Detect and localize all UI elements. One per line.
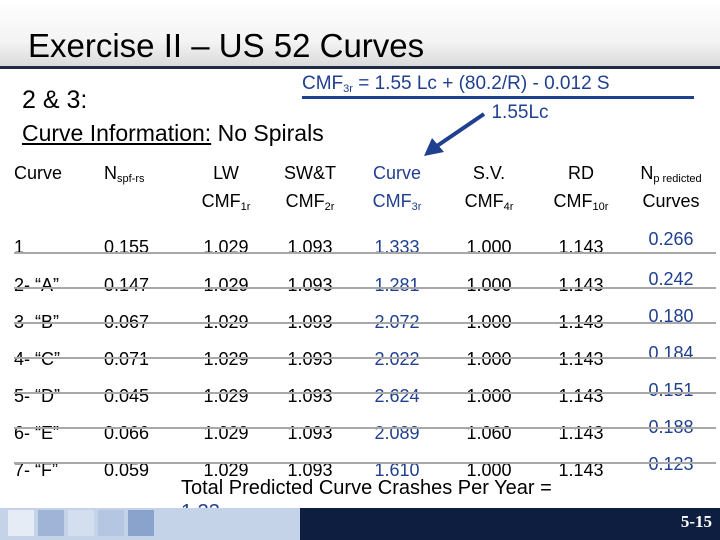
cell-curve-cmf: 2.022 bbox=[374, 349, 420, 369]
cell-sv-cmf: 1.000 bbox=[466, 460, 512, 480]
cell-swt-cmf: 1.093 bbox=[287, 460, 333, 480]
title-bar bbox=[0, 0, 720, 68]
cell-swt-cmf: 1.093 bbox=[287, 275, 333, 295]
table-row: 1 0.155 1.029 1.093 1.333 1.000 1.143 0.266 bbox=[14, 227, 716, 267]
cell-nspf: 0.059 bbox=[104, 460, 150, 480]
cell-curve: 6- “E” bbox=[14, 423, 59, 443]
row-divider bbox=[14, 427, 716, 429]
header-sv-cmf: S.V. CMF4r bbox=[464, 163, 514, 213]
footer-square bbox=[38, 510, 64, 536]
header-curve-cmf: Curve CMF3r bbox=[372, 163, 422, 213]
total-label: Total Predicted Curve Crashes Per Year = bbox=[181, 477, 552, 499]
cell-swt-cmf: 1.093 bbox=[287, 423, 333, 443]
curves-table: Curve Nspf-rs LW CMF1r SW&T CMF2r Curve … bbox=[14, 155, 716, 489]
cell-sv-cmf: 1.000 bbox=[466, 386, 512, 406]
cell-rd-cmf: 1.143 bbox=[558, 275, 604, 295]
formula-denominator: 1.55Lc bbox=[491, 102, 549, 123]
cell-swt-cmf: 1.093 bbox=[287, 236, 333, 257]
cell-curve-cmf: 1.610 bbox=[374, 460, 420, 480]
cell-rd-cmf: 1.143 bbox=[558, 460, 604, 480]
row-divider bbox=[14, 322, 716, 324]
cell-curve: 5- “D” bbox=[14, 386, 60, 406]
table-row: 7- “F” 0.059 1.029 1.093 1.610 1.000 1.143 0.12… bbox=[14, 452, 716, 489]
footer-square bbox=[98, 510, 124, 536]
cell-curve-cmf: 2.624 bbox=[374, 386, 420, 406]
cell-lw-cmf: 1.029 bbox=[203, 275, 249, 295]
cell-rd-cmf: 1.143 bbox=[558, 349, 604, 369]
curve-information: Curve Information: No Spirals bbox=[22, 120, 324, 147]
header-npredicted: Np redicted Curves bbox=[640, 163, 702, 211]
cell-npredicted: 0.123 bbox=[648, 454, 694, 474]
cell-lw-cmf: 1.029 bbox=[203, 386, 249, 406]
exercise-subtitle: 2 & 3: bbox=[22, 86, 88, 114]
title-rule bbox=[0, 66, 720, 69]
cell-curve: 4- “C” bbox=[14, 349, 60, 369]
formula-fraction-bar bbox=[302, 96, 694, 99]
header-nspf: Nspf-rs bbox=[104, 163, 145, 185]
header-rd-cmf: RD CMF10r bbox=[553, 163, 609, 213]
cell-nspf: 0.071 bbox=[104, 349, 150, 369]
cell-sv-cmf: 1.060 bbox=[466, 423, 512, 443]
row-divider bbox=[14, 392, 716, 394]
cell-curve-cmf: 1.281 bbox=[374, 275, 420, 295]
cell-npredicted: 0.266 bbox=[648, 229, 694, 249]
cell-curve: 2- “A” bbox=[14, 275, 59, 295]
row-divider bbox=[14, 357, 716, 359]
cell-curve: 1 bbox=[14, 236, 25, 257]
row-divider bbox=[14, 252, 716, 254]
cell-nspf: 0.147 bbox=[104, 275, 150, 295]
formula-numerator: CMF3r = 1.55 Lc + (80.2/R) - 0.012 S bbox=[302, 72, 698, 95]
footer-square bbox=[8, 510, 34, 536]
cell-swt-cmf: 1.093 bbox=[287, 349, 333, 369]
table-header-row: Curve Nspf-rs LW CMF1r SW&T CMF2r Curve … bbox=[14, 155, 716, 227]
cmf-formula: CMF3r = 1.55 Lc + (80.2/R) - 0.012 S 1.5… bbox=[302, 72, 698, 124]
cell-npredicted: 0.180 bbox=[648, 306, 694, 326]
cell-npredicted: 0.184 bbox=[648, 343, 694, 363]
formula-lhs-base: CMF bbox=[302, 73, 344, 94]
row-divider bbox=[14, 462, 716, 464]
curve-info-label: Curve Information: bbox=[22, 120, 212, 146]
cell-curve-cmf: 1.333 bbox=[374, 236, 420, 257]
cell-rd-cmf: 1.143 bbox=[558, 386, 604, 406]
cell-npredicted: 0.188 bbox=[648, 417, 694, 437]
table-row: 2- “A” 0.147 1.029 1.093 1.281 1.000 1.143 0.24… bbox=[14, 267, 716, 304]
cell-lw-cmf: 1.029 bbox=[203, 460, 249, 480]
footer-bar: 5-15 bbox=[0, 498, 720, 540]
header-lw-cmf: LW CMF1r bbox=[201, 163, 251, 213]
cell-lw-cmf: 1.029 bbox=[203, 236, 249, 257]
cell-nspf: 0.045 bbox=[104, 386, 150, 406]
cell-curve-cmf: 2.089 bbox=[374, 423, 420, 443]
arrow-icon bbox=[424, 112, 486, 156]
cell-sv-cmf: 1.000 bbox=[466, 236, 512, 257]
formula-rhs: = 1.55 Lc + (80.2/R) - 0.012 S bbox=[358, 73, 610, 94]
curve-info-value: No Spirals bbox=[217, 120, 324, 146]
row-divider bbox=[14, 287, 716, 289]
cell-lw-cmf: 1.029 bbox=[203, 423, 249, 443]
cell-rd-cmf: 1.143 bbox=[558, 236, 604, 257]
page-number: 5-15 bbox=[680, 512, 712, 531]
cell-sv-cmf: 1.000 bbox=[466, 349, 512, 369]
cell-rd-cmf: 1.143 bbox=[558, 423, 604, 443]
formula-lhs-sub: 3r bbox=[343, 83, 353, 95]
cell-npredicted: 0.242 bbox=[648, 269, 694, 289]
header-swt-cmf: SW&T CMF2r bbox=[284, 163, 336, 213]
table-row: 4- “C” 0.071 1.029 1.093 2.022 1.000 1.143 0.18… bbox=[14, 341, 716, 378]
footer-square bbox=[128, 510, 154, 536]
header-curve: Curve bbox=[14, 163, 63, 183]
cell-nspf: 0.066 bbox=[104, 423, 150, 443]
cell-nspf: 0.155 bbox=[104, 236, 150, 257]
cell-npredicted: 0.151 bbox=[648, 380, 694, 400]
slide-title: Exercise II – US 52 Curves bbox=[28, 27, 425, 64]
table-row: 6- “E” 0.066 1.029 1.093 2.089 1.060 1.143 0.18… bbox=[14, 415, 716, 452]
footer-dark-band bbox=[300, 508, 720, 540]
cell-lw-cmf: 1.029 bbox=[203, 349, 249, 369]
cell-swt-cmf: 1.093 bbox=[287, 386, 333, 406]
cell-sv-cmf: 1.000 bbox=[466, 275, 512, 295]
table-row: 5- “D” 0.045 1.029 1.093 2.624 1.000 1.143 0.15… bbox=[14, 378, 716, 415]
footer-square bbox=[68, 510, 94, 536]
cell-curve: 7- “F” bbox=[14, 460, 58, 480]
